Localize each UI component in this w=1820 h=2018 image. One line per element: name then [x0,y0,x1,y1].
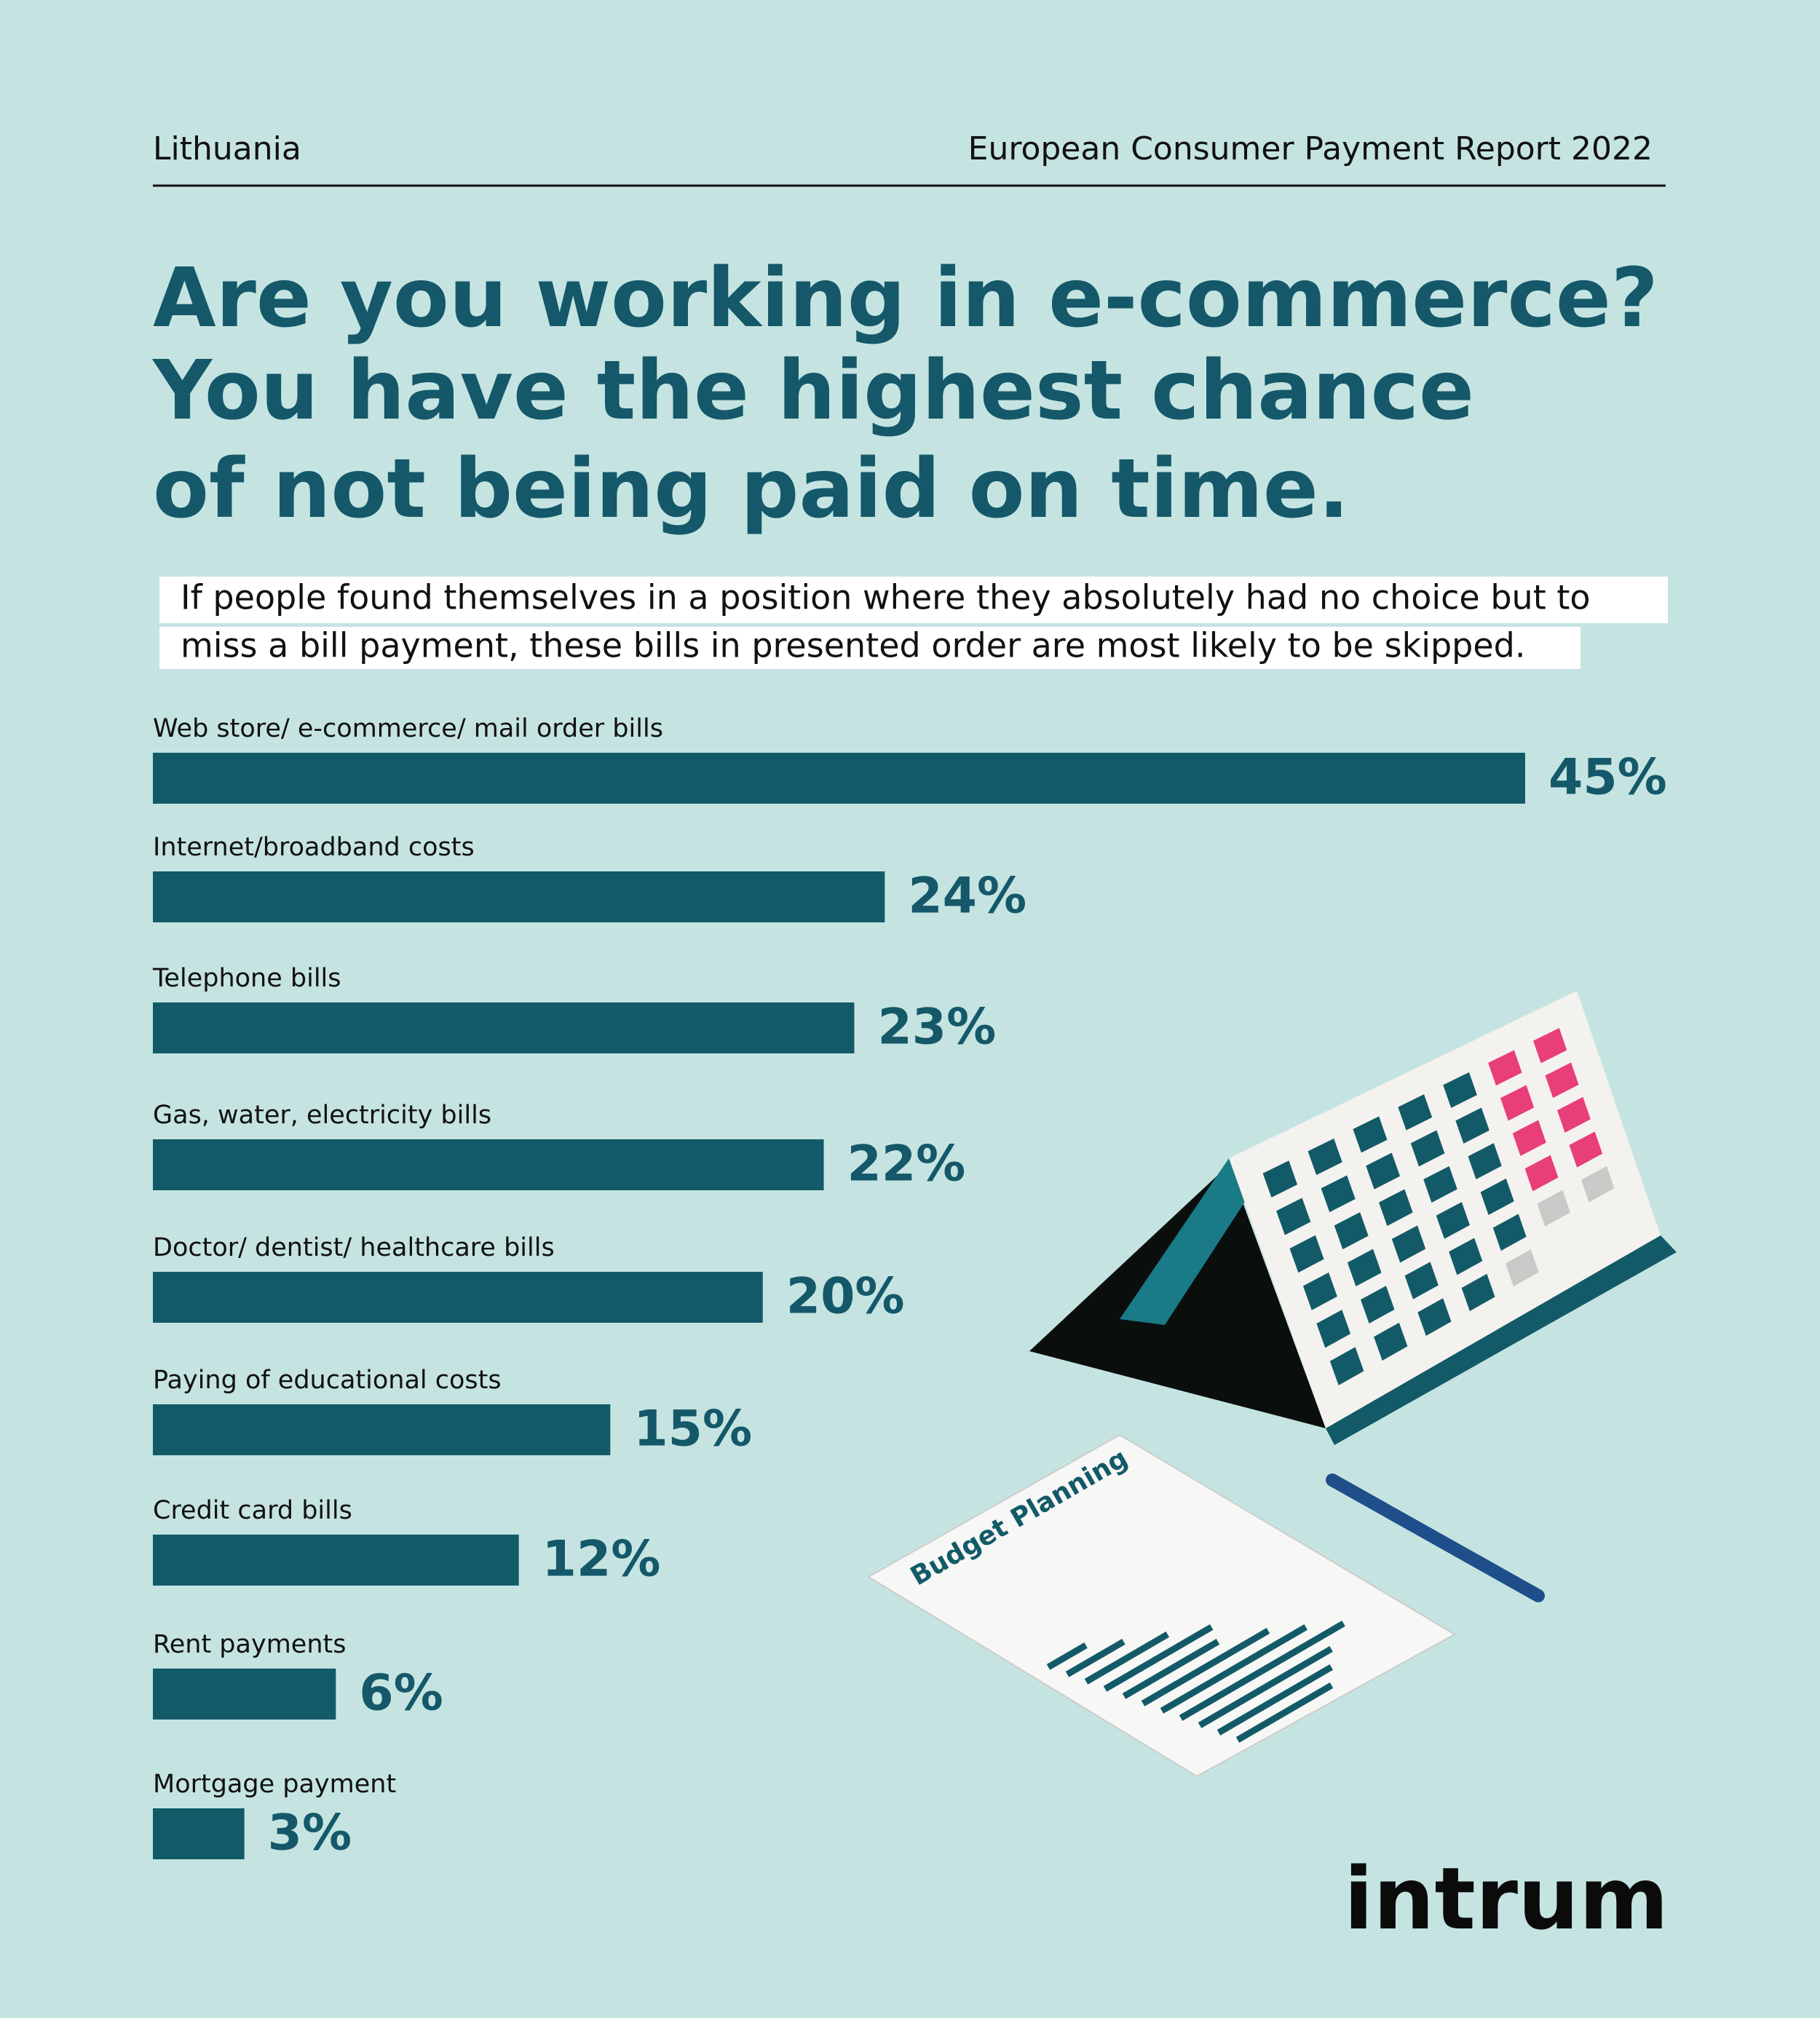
calendar-cell [1505,1249,1539,1287]
paper-bar [1216,1664,1334,1736]
calendar-cell [1353,1116,1388,1153]
report-name: European Consumer Payment Report 2022 [968,130,1653,167]
paper-bar [1198,1646,1333,1728]
bar [153,1404,611,1455]
calendar-cell [1307,1138,1342,1176]
calendar [1029,991,1677,1445]
value-label: 15% [633,1401,752,1458]
category-label: Rent payments [153,1630,346,1659]
calendar-cell [1329,1347,1364,1385]
paper-bar [1122,1639,1220,1699]
calendar-cell [1533,1028,1567,1064]
value-label: 24% [908,868,1026,925]
calendar-cell [1417,1298,1452,1337]
category-label: Doctor/ dentist/ healthcare bills [153,1233,555,1262]
category-label: Web store/ e-commerce/ mail order bills [153,714,663,743]
paper-bar [1084,1631,1170,1685]
value-label: 6% [359,1665,443,1722]
calendar-cell [1436,1202,1470,1239]
calendar-cell [1455,1107,1489,1144]
calendar-cell [1404,1262,1439,1299]
subtitle-highlight [159,577,1668,623]
paper-bar [1179,1621,1345,1721]
calendar-cell [1569,1131,1603,1168]
category-label: Mortgage payment [153,1770,396,1799]
calendar-cell [1545,1062,1579,1099]
calendar-cell [1361,1286,1395,1323]
paper-bar [1065,1639,1125,1677]
calendar-cell [1379,1189,1413,1227]
calendar-cell [1537,1190,1571,1227]
chart-title: Are you working in e-commerce? [153,251,1658,346]
paper [867,1433,1457,1778]
calendar-cell [1461,1273,1495,1312]
calendar-cell [1316,1310,1351,1348]
calendar-cell [1480,1178,1514,1216]
calendar-cell [1410,1130,1445,1167]
calendar-cell [1347,1249,1382,1287]
calendar-cell [1321,1175,1356,1213]
category-label: Internet/broadband costs [153,833,475,862]
calendar-cell [1524,1155,1559,1192]
bar [153,871,885,922]
calendar-cell [1468,1143,1502,1179]
paper-bar [1046,1642,1088,1670]
bar [153,1002,855,1053]
calendar-cell [1302,1272,1337,1310]
bar [153,1535,519,1586]
paper-bar [1160,1624,1308,1714]
calendar-cell [1580,1166,1615,1203]
paper-bar [1103,1624,1214,1692]
paper-bar [1141,1628,1270,1706]
value-label: 20% [786,1268,905,1326]
category-label: Telephone bills [152,964,341,993]
value-label: 12% [542,1531,661,1588]
calendar-base [1326,1235,1677,1445]
calendar-cell [1423,1166,1457,1203]
bar [153,1139,824,1190]
subtitle-highlight [159,627,1580,669]
value-label: 3% [268,1805,352,1862]
calendar-cell [1557,1096,1591,1133]
calendar-cell [1366,1152,1401,1190]
calendar-cell [1289,1235,1324,1273]
calendar-cell [1262,1160,1298,1198]
value-label: 23% [877,999,996,1056]
bar [153,1669,336,1720]
calendar-cell [1512,1120,1546,1156]
bar-chart: Web store/ e-commerce/ mail order bills 4… [152,714,1667,1862]
value-label: 45% [1548,749,1667,807]
calendar-cell [1492,1214,1527,1251]
chart-title: You have the highest chance [151,344,1474,438]
calendar-cell [1488,1050,1522,1086]
budget-paper: Budget Planning [867,1433,1457,1778]
calendar-cell [1449,1238,1483,1275]
subtitle: If people found themselves in a position… [181,578,1591,617]
category-label: Credit card bills [153,1496,352,1525]
pen [1326,1473,1545,1602]
calendar-cell [1398,1094,1433,1131]
country: Lithuania [153,130,301,167]
calendar-cell [1334,1212,1369,1250]
calendar-cell [1443,1072,1477,1108]
paper-chart [1046,1621,1345,1743]
chart-title: of not being paid on time. [153,442,1349,537]
calendar-back [1120,1158,1259,1325]
value-label: 22% [847,1136,966,1193]
calendar-grid [1262,1028,1615,1385]
calendar-cell [1374,1322,1408,1361]
category-label: Paying of educational costs [153,1366,502,1395]
logo: intrum [1344,1848,1669,1949]
category-label: Gas, water, electricity bills [153,1101,491,1130]
calendar-cell [1391,1225,1426,1263]
subtitle: miss a bill payment, these bills in pres… [181,626,1526,665]
calendar-cell [1276,1198,1311,1235]
bar [153,753,1525,804]
bar [153,1272,763,1323]
paper-bar [1235,1682,1334,1743]
calendar-cell [1500,1085,1535,1121]
bar [153,1808,245,1859]
